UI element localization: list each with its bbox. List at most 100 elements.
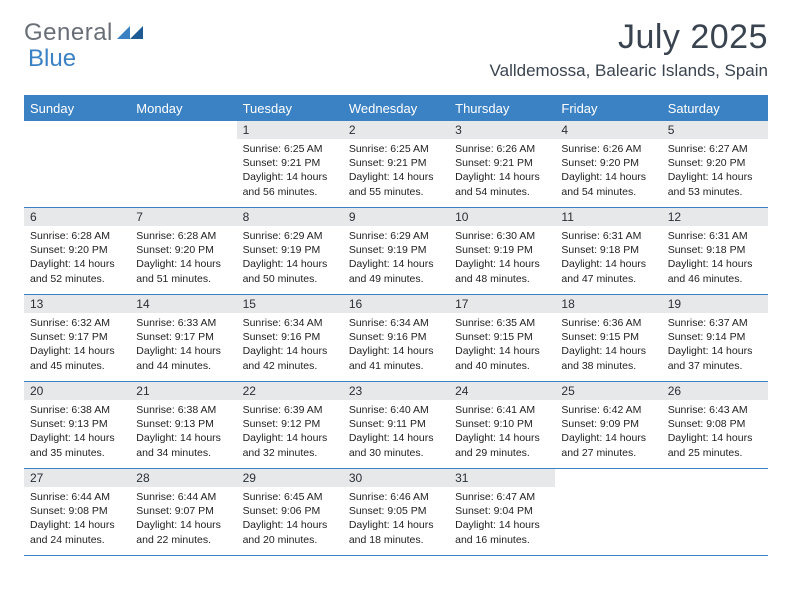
- sunset-text: Sunset: 9:19 PM: [243, 243, 337, 257]
- day-number: 20: [24, 382, 130, 400]
- day-body: Sunrise: 6:27 AMSunset: 9:20 PMDaylight:…: [662, 139, 768, 203]
- day-body: Sunrise: 6:28 AMSunset: 9:20 PMDaylight:…: [24, 226, 130, 290]
- sunset-text: Sunset: 9:04 PM: [455, 504, 549, 518]
- day-cell: 24Sunrise: 6:41 AMSunset: 9:10 PMDayligh…: [449, 382, 555, 468]
- day-body: Sunrise: 6:40 AMSunset: 9:11 PMDaylight:…: [343, 400, 449, 464]
- day-cell: 11 Sunrise: 6:31 AMSunset: 9:18 PMDayligh…: [555, 208, 661, 294]
- day-number: 15: [237, 295, 343, 313]
- weekday-header-row: Sunday Monday Tuesday Wednesday Thursday…: [24, 97, 768, 121]
- day-cell: 28Sunrise: 6:44 AMSunset: 9:07 PMDayligh…: [130, 469, 236, 555]
- sunset-text: Sunset: 9:18 PM: [561, 243, 655, 257]
- daylight-text: Daylight: 14 hours and 44 minutes.: [136, 344, 230, 372]
- daylight-text: Daylight: 14 hours and 18 minutes.: [349, 518, 443, 546]
- sunset-text: Sunset: 9:18 PM: [668, 243, 762, 257]
- daylight-text: Daylight: 14 hours and 34 minutes.: [136, 431, 230, 459]
- sunrise-text: Sunrise: 6:29 AM: [243, 229, 337, 243]
- sunrise-text: Sunrise: 6:31 AM: [561, 229, 655, 243]
- day-body: Sunrise: 6:36 AMSunset: 9:15 PMDaylight:…: [555, 313, 661, 377]
- daylight-text: Daylight: 14 hours and 47 minutes.: [561, 257, 655, 285]
- day-body: Sunrise: 6:33 AMSunset: 9:17 PMDaylight:…: [130, 313, 236, 377]
- sunset-text: Sunset: 9:16 PM: [243, 330, 337, 344]
- sunset-text: Sunset: 9:20 PM: [136, 243, 230, 257]
- day-number: 19: [662, 295, 768, 313]
- day-cell: .: [662, 469, 768, 555]
- sunrise-text: Sunrise: 6:32 AM: [30, 316, 124, 330]
- day-cell: 21Sunrise: 6:38 AMSunset: 9:13 PMDayligh…: [130, 382, 236, 468]
- day-body: Sunrise: 6:47 AMSunset: 9:04 PMDaylight:…: [449, 487, 555, 551]
- day-body: Sunrise: 6:34 AMSunset: 9:16 PMDaylight:…: [237, 313, 343, 377]
- sunset-text: Sunset: 9:11 PM: [349, 417, 443, 431]
- week-row: 27Sunrise: 6:44 AMSunset: 9:08 PMDayligh…: [24, 469, 768, 556]
- sunset-text: Sunset: 9:21 PM: [455, 156, 549, 170]
- sunset-text: Sunset: 9:14 PM: [668, 330, 762, 344]
- day-body: Sunrise: 6:25 AMSunset: 9:21 PMDaylight:…: [343, 139, 449, 203]
- sunset-text: Sunset: 9:16 PM: [349, 330, 443, 344]
- day-number: 3: [449, 121, 555, 139]
- sunrise-text: Sunrise: 6:26 AM: [561, 142, 655, 156]
- day-cell: 7Sunrise: 6:28 AMSunset: 9:20 PMDaylight…: [130, 208, 236, 294]
- daylight-text: Daylight: 14 hours and 52 minutes.: [30, 257, 124, 285]
- sunrise-text: Sunrise: 6:46 AM: [349, 490, 443, 504]
- sunset-text: Sunset: 9:17 PM: [30, 330, 124, 344]
- day-cell: .: [130, 121, 236, 207]
- daylight-text: Daylight: 14 hours and 29 minutes.: [455, 431, 549, 459]
- sunset-text: Sunset: 9:08 PM: [30, 504, 124, 518]
- daylight-text: Daylight: 14 hours and 24 minutes.: [30, 518, 124, 546]
- sunset-text: Sunset: 9:15 PM: [561, 330, 655, 344]
- day-body: Sunrise: 6:38 AMSunset: 9:13 PMDaylight:…: [24, 400, 130, 464]
- day-number: 22: [237, 382, 343, 400]
- week-row: 13Sunrise: 6:32 AMSunset: 9:17 PMDayligh…: [24, 295, 768, 382]
- day-number: 11: [555, 208, 661, 226]
- sunset-text: Sunset: 9:21 PM: [349, 156, 443, 170]
- daylight-text: Daylight: 14 hours and 35 minutes.: [30, 431, 124, 459]
- day-cell: .: [555, 469, 661, 555]
- daylight-text: Daylight: 14 hours and 25 minutes.: [668, 431, 762, 459]
- weekday-header: Tuesday: [237, 97, 343, 121]
- brand-part2: Blue: [28, 45, 76, 73]
- daylight-text: Daylight: 14 hours and 49 minutes.: [349, 257, 443, 285]
- day-cell: 1Sunrise: 6:25 AMSunset: 9:21 PMDaylight…: [237, 121, 343, 207]
- day-body: Sunrise: 6:41 AMSunset: 9:10 PMDaylight:…: [449, 400, 555, 464]
- daylight-text: Daylight: 14 hours and 45 minutes.: [30, 344, 124, 372]
- sunrise-text: Sunrise: 6:43 AM: [668, 403, 762, 417]
- day-body: Sunrise: 6:43 AMSunset: 9:08 PMDaylight:…: [662, 400, 768, 464]
- day-cell: 14Sunrise: 6:33 AMSunset: 9:17 PMDayligh…: [130, 295, 236, 381]
- day-body: Sunrise: 6:25 AMSunset: 9:21 PMDaylight:…: [237, 139, 343, 203]
- day-cell: 30Sunrise: 6:46 AMSunset: 9:05 PMDayligh…: [343, 469, 449, 555]
- day-body: Sunrise: 6:35 AMSunset: 9:15 PMDaylight:…: [449, 313, 555, 377]
- sunset-text: Sunset: 9:17 PM: [136, 330, 230, 344]
- weekday-header: Wednesday: [343, 97, 449, 121]
- day-cell: 26Sunrise: 6:43 AMSunset: 9:08 PMDayligh…: [662, 382, 768, 468]
- day-cell: 20Sunrise: 6:38 AMSunset: 9:13 PMDayligh…: [24, 382, 130, 468]
- daylight-text: Daylight: 14 hours and 30 minutes.: [349, 431, 443, 459]
- day-body: Sunrise: 6:29 AMSunset: 9:19 PMDaylight:…: [343, 226, 449, 290]
- sunset-text: Sunset: 9:20 PM: [561, 156, 655, 170]
- week-row: 20Sunrise: 6:38 AMSunset: 9:13 PMDayligh…: [24, 382, 768, 469]
- day-cell: 17Sunrise: 6:35 AMSunset: 9:15 PMDayligh…: [449, 295, 555, 381]
- sunrise-text: Sunrise: 6:42 AM: [561, 403, 655, 417]
- day-cell: 18Sunrise: 6:36 AMSunset: 9:15 PMDayligh…: [555, 295, 661, 381]
- sunset-text: Sunset: 9:13 PM: [30, 417, 124, 431]
- daylight-text: Daylight: 14 hours and 37 minutes.: [668, 344, 762, 372]
- sunrise-text: Sunrise: 6:34 AM: [349, 316, 443, 330]
- day-number: 26: [662, 382, 768, 400]
- day-cell: 25Sunrise: 6:42 AMSunset: 9:09 PMDayligh…: [555, 382, 661, 468]
- sunrise-text: Sunrise: 6:44 AM: [30, 490, 124, 504]
- sunrise-text: Sunrise: 6:39 AM: [243, 403, 337, 417]
- day-number: 16: [343, 295, 449, 313]
- daylight-text: Daylight: 14 hours and 54 minutes.: [455, 170, 549, 198]
- daylight-text: Daylight: 14 hours and 38 minutes.: [561, 344, 655, 372]
- day-body: Sunrise: 6:45 AMSunset: 9:06 PMDaylight:…: [237, 487, 343, 551]
- sunset-text: Sunset: 9:13 PM: [136, 417, 230, 431]
- day-number: 1: [237, 121, 343, 139]
- sunset-text: Sunset: 9:20 PM: [30, 243, 124, 257]
- sunrise-text: Sunrise: 6:45 AM: [243, 490, 337, 504]
- sunrise-text: Sunrise: 6:47 AM: [455, 490, 549, 504]
- sunrise-text: Sunrise: 6:28 AM: [136, 229, 230, 243]
- day-body: Sunrise: 6:34 AMSunset: 9:16 PMDaylight:…: [343, 313, 449, 377]
- sunrise-text: Sunrise: 6:37 AM: [668, 316, 762, 330]
- sunrise-text: Sunrise: 6:38 AM: [30, 403, 124, 417]
- week-row: 6Sunrise: 6:28 AMSunset: 9:20 PMDaylight…: [24, 208, 768, 295]
- week-row: ..1Sunrise: 6:25 AMSunset: 9:21 PMDaylig…: [24, 121, 768, 208]
- sunrise-text: Sunrise: 6:25 AM: [243, 142, 337, 156]
